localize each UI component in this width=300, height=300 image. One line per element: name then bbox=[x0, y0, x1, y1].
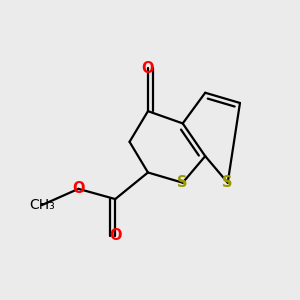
Text: O: O bbox=[142, 61, 154, 76]
Text: S: S bbox=[178, 175, 188, 190]
Text: O: O bbox=[72, 182, 85, 196]
Text: CH₃: CH₃ bbox=[29, 198, 55, 212]
Text: O: O bbox=[109, 228, 122, 243]
Text: S: S bbox=[223, 175, 233, 190]
